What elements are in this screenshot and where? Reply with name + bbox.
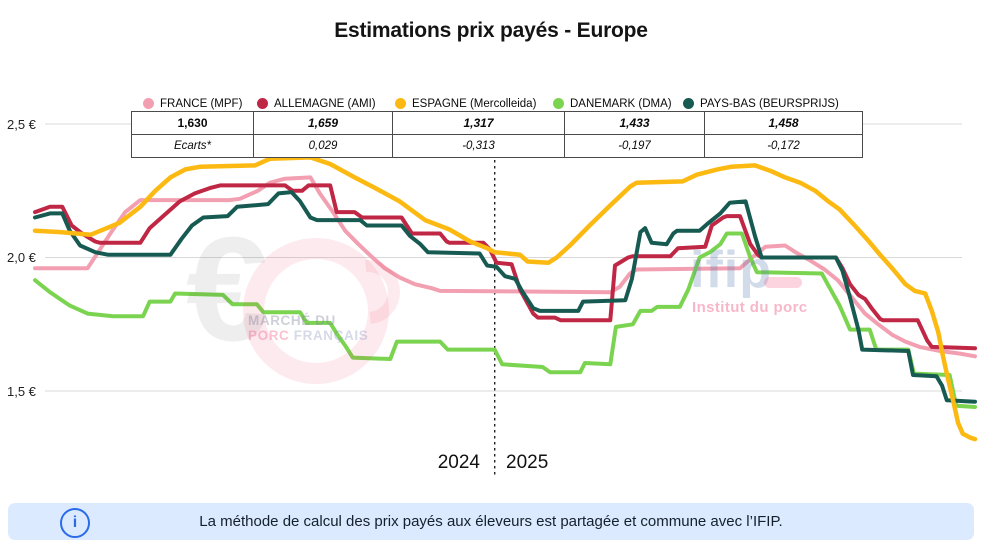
price-summary-table: 1,630 1,659 1,317 1,433 1,458 Ecarts* 0,… xyxy=(131,111,863,158)
series-line-espagne-mercolleida xyxy=(32,155,978,442)
ifip-dash-shape xyxy=(764,277,802,288)
series-line-france-mpf xyxy=(33,175,977,359)
legend-label-allemagne: ALLEMAGNE (AMI) xyxy=(274,97,376,110)
legend-item-pays-bas: PAYS-BAS (BEURSPRIJS) xyxy=(683,96,839,111)
ecart-espagne: -0,313 xyxy=(392,134,565,158)
legend-item-france: FRANCE (MPF) xyxy=(143,96,242,111)
ifip-logo-watermark: ifip xyxy=(690,241,772,299)
table-row-values: 1,630 1,659 1,317 1,433 1,458 xyxy=(131,111,863,135)
watermark-mpf-line2: PORC FRANÇAIS xyxy=(248,328,368,343)
legend-label-danemark: DANEMARK (DMA) xyxy=(570,97,672,110)
x-label-2024: 2024 xyxy=(437,452,480,473)
footer-note-bar: i La méthode de calcul des prix payés au… xyxy=(8,503,974,540)
ecart-pays-bas: -0,172 xyxy=(704,134,863,158)
value-pays-bas: 1,458 xyxy=(704,111,863,135)
legend-dot-pays-bas xyxy=(683,98,694,109)
x-label-2025: 2025 xyxy=(506,452,549,473)
footer-note-text: La méthode de calcul des prix payés aux … xyxy=(199,513,783,530)
legend-item-espagne: ESPAGNE (Mercolleida) xyxy=(395,96,536,111)
legend-dot-danemark xyxy=(553,98,564,109)
ecarts-label: Ecarts* xyxy=(131,134,254,158)
table-row-ecarts: Ecarts* 0,029 -0,313 -0,197 -0,172 xyxy=(131,134,863,158)
legend-item-allemagne: ALLEMAGNE (AMI) xyxy=(257,96,376,111)
value-allemagne: 1,659 xyxy=(253,111,393,135)
legend-item-danemark: DANEMARK (DMA) xyxy=(553,96,672,111)
watermark-francais-text: FRANÇAIS xyxy=(293,328,369,343)
legend-dot-allemagne xyxy=(257,98,268,109)
series-line-danemark-dma xyxy=(33,231,977,409)
legend-dot-espagne xyxy=(395,98,406,109)
watermark-mpf-line1: MARCHÉ DU xyxy=(248,313,336,328)
value-danemark: 1,433 xyxy=(564,111,705,135)
value-france: 1,630 xyxy=(131,111,254,135)
series-line-allemagne-ami xyxy=(33,183,977,351)
series-line-pays-bas-beursprijs xyxy=(33,190,977,404)
page-title: Estimations prix payés - Europe xyxy=(334,19,648,42)
ecart-danemark: -0,197 xyxy=(564,134,705,158)
legend-label-espagne: ESPAGNE (Mercolleida) xyxy=(412,97,537,110)
legend-label-pays-bas: PAYS-BAS (BEURSPRIJS) xyxy=(700,97,839,110)
value-espagne: 1,317 xyxy=(392,111,565,135)
legend-label-france: FRANCE (MPF) xyxy=(160,97,243,110)
ifip-subtitle-watermark: Institut du porc xyxy=(692,299,808,316)
ecart-allemagne: 0,029 xyxy=(253,134,393,158)
info-icon: i xyxy=(60,508,90,538)
watermark-porc-text: PORC xyxy=(248,328,290,343)
y-tick-1-5: 1,5 € xyxy=(7,384,36,399)
y-tick-2-0: 2,0 € xyxy=(7,250,36,265)
legend-dot-france xyxy=(143,98,154,109)
y-tick-2-5: 2,5 € xyxy=(7,117,36,132)
